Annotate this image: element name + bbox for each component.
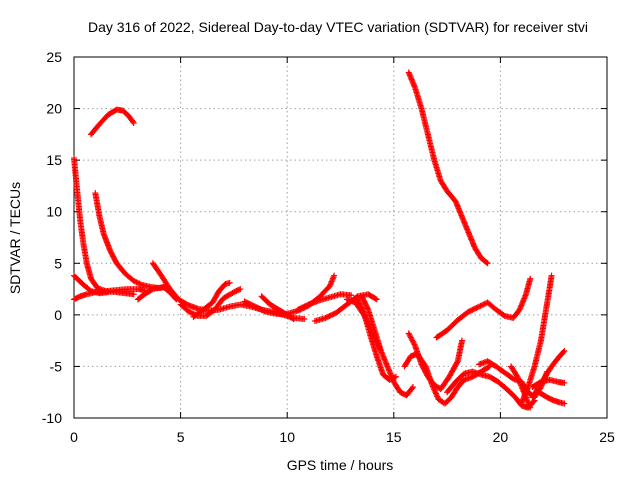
series-track-rise-1 bbox=[433, 275, 534, 341]
series-track-descent-1 bbox=[358, 293, 416, 399]
series-track-mid-5 bbox=[294, 291, 355, 313]
marker-trail bbox=[92, 191, 168, 291]
data-point bbox=[354, 296, 361, 303]
data-point bbox=[252, 303, 259, 310]
x-tick-label: 5 bbox=[177, 429, 185, 445]
data-point bbox=[241, 298, 248, 305]
series-track-descent-5 bbox=[405, 330, 466, 393]
chart-title: Day 316 of 2022, Sidereal Day-to-day VTE… bbox=[88, 19, 588, 35]
axis-ticks bbox=[73, 56, 608, 419]
marker-trail bbox=[406, 331, 465, 392]
marker-trail bbox=[72, 273, 110, 297]
series-track-arc-high bbox=[88, 106, 137, 138]
series-track-early-2 bbox=[92, 190, 169, 292]
plot-frame bbox=[73, 56, 608, 419]
marker-trail bbox=[434, 277, 533, 340]
marker-trail bbox=[445, 368, 537, 411]
y-tick-label: 0 bbox=[54, 307, 62, 323]
series-track-descent-3 bbox=[343, 296, 385, 354]
y-tick-label: -10 bbox=[42, 410, 62, 426]
data-point bbox=[378, 347, 385, 354]
x-tick-label: 10 bbox=[279, 429, 295, 445]
marker-trail bbox=[345, 296, 384, 353]
y-tick-labels: -10 -5 0 5 10 15 20 25 bbox=[42, 49, 62, 426]
series-track-late-7 bbox=[508, 363, 534, 411]
x-tick-labels: 0 5 10 15 20 25 bbox=[70, 429, 615, 445]
series-track-late-5 bbox=[535, 389, 568, 407]
marker-trail bbox=[508, 364, 533, 410]
series-track-mid-4 bbox=[241, 272, 338, 317]
series-track-late-1 bbox=[444, 368, 538, 411]
y-tick-label: 20 bbox=[46, 101, 62, 117]
x-tick-label: 25 bbox=[599, 429, 615, 445]
x-axis-label: GPS time / hours bbox=[287, 457, 394, 473]
marker-trail bbox=[191, 280, 232, 320]
data-points bbox=[71, 69, 568, 411]
y-tick-label: -5 bbox=[50, 358, 63, 374]
data-point bbox=[358, 293, 365, 300]
marker-trail bbox=[406, 70, 490, 266]
data-point bbox=[294, 306, 301, 313]
marker-trail bbox=[359, 294, 416, 398]
series-track-early-3 bbox=[71, 286, 148, 303]
series-track-mid-2 bbox=[190, 279, 233, 320]
y-tick-label: 5 bbox=[54, 255, 62, 271]
y-tick-label: 25 bbox=[46, 49, 62, 65]
marker-trail bbox=[89, 106, 136, 137]
marker-trail bbox=[519, 274, 555, 405]
marker-trail bbox=[536, 389, 566, 407]
x-tick-label: 0 bbox=[70, 429, 78, 445]
y-axis-label: SDTVAR / TECUs bbox=[7, 182, 23, 294]
x-tick-label: 15 bbox=[386, 429, 402, 445]
y-tick-label: 15 bbox=[46, 152, 62, 168]
series-track-mountain bbox=[405, 69, 491, 267]
y-tick-label: 10 bbox=[46, 204, 62, 220]
marker-trail bbox=[296, 291, 353, 313]
series-track-late-6 bbox=[529, 347, 568, 401]
x-tick-label: 20 bbox=[493, 429, 509, 445]
marker-trail bbox=[530, 348, 567, 400]
series-track-mid-1 bbox=[177, 286, 244, 319]
grid bbox=[74, 57, 607, 418]
series-track-early-4 bbox=[71, 272, 112, 297]
